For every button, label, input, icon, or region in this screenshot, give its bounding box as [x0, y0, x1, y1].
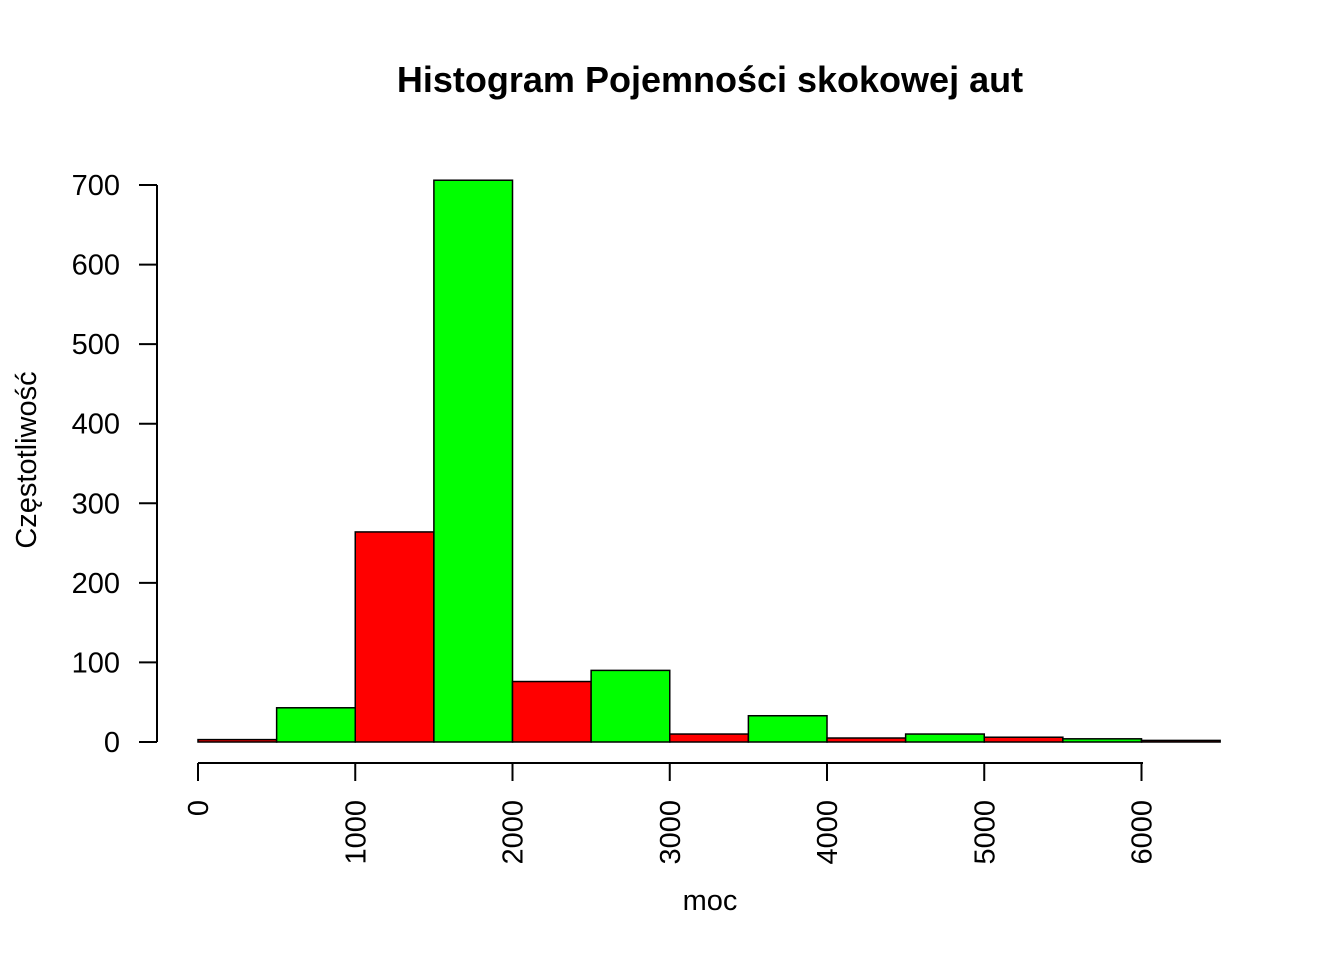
y-tick-label: 100 [72, 647, 120, 679]
histogram-bar [904, 733, 986, 743]
x-tick-label: 1000 [340, 800, 372, 865]
x-tick-label: 5000 [969, 800, 1001, 865]
histogram-bar [826, 737, 907, 743]
histogram-bar [275, 707, 357, 743]
histogram-bar [1062, 738, 1143, 743]
y-axis-label: Częstotliwość [11, 371, 43, 548]
chart-title: Histogram Pojemności skokowej aut [397, 59, 1023, 100]
y-tick-label: 600 [72, 250, 120, 282]
histogram-bar [983, 736, 1064, 743]
x-tick-label: 2000 [498, 800, 530, 865]
histogram-bar [747, 714, 828, 743]
bars-group [197, 179, 1221, 743]
x-axis-ticks: 0 1000 2000 3000 4000 5000 6000 [183, 763, 1159, 865]
y-tick-label: 400 [72, 409, 120, 441]
x-tick-label: 0 [183, 800, 215, 816]
y-tick-label: 300 [72, 488, 120, 520]
y-tick-label: 0 [104, 727, 120, 759]
histogram-bar [511, 680, 592, 743]
y-axis-ticks: 0 100 200 300 400 500 600 700 [72, 170, 157, 759]
x-tick-label: 6000 [1127, 800, 1159, 865]
x-tick-label: 4000 [812, 800, 844, 865]
y-tick-label: 500 [72, 329, 120, 361]
y-tick-label: 200 [72, 568, 120, 600]
histogram-bar [590, 669, 671, 743]
histogram-bar [433, 179, 514, 743]
histogram-bar [354, 531, 435, 743]
histogram-bar [197, 738, 278, 743]
histogram-bar [1140, 739, 1221, 743]
x-tick-label: 3000 [655, 800, 687, 865]
x-axis-label: moc [683, 885, 738, 917]
y-tick-label: 700 [72, 170, 120, 202]
histogram-bar [669, 733, 750, 743]
